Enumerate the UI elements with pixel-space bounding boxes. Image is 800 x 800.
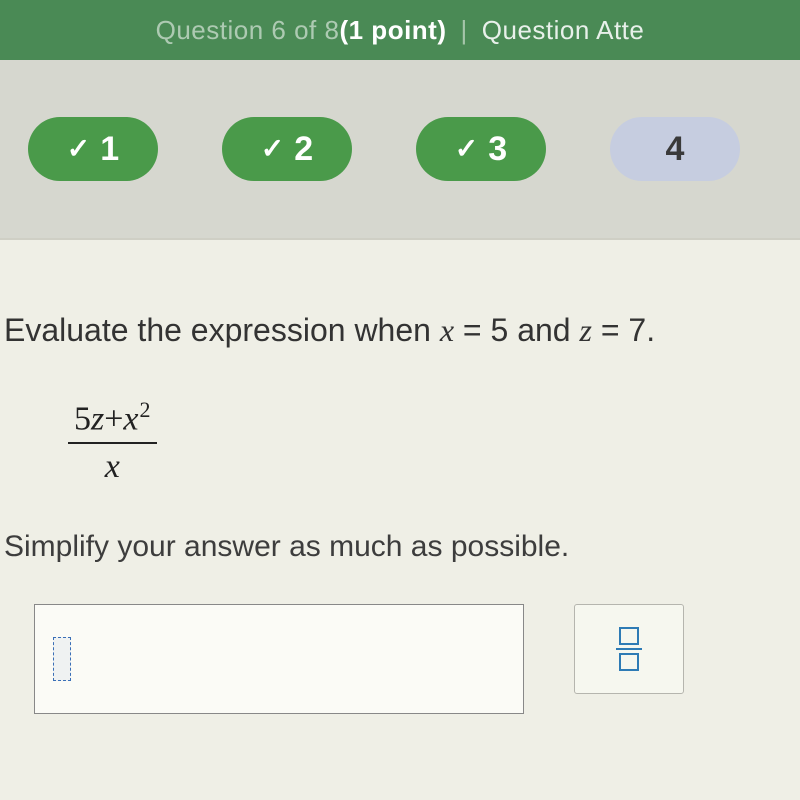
header-question-label: Question 6 of 8 — [156, 15, 340, 46]
fraction: 5z+x2 x — [68, 397, 157, 486]
num-5: 5 — [74, 400, 91, 437]
variable-z: z — [579, 312, 591, 348]
pill-label: 1 — [100, 130, 119, 169]
question-nav-row: ✓ 1 ✓ 2 ✓ 3 4 — [0, 60, 800, 240]
header-point-value: (1 point) — [339, 15, 446, 46]
pill-label: 2 — [294, 130, 313, 169]
header-attempt-label: Question Atte — [482, 15, 645, 46]
prompt-eq2: = 7. — [592, 312, 655, 348]
answer-input[interactable] — [34, 604, 524, 714]
input-cursor-icon — [53, 637, 71, 681]
num-z: z — [91, 400, 104, 437]
prompt-text: Evaluate the expression when — [4, 312, 440, 348]
fraction-numerator: 5z+x2 — [68, 397, 157, 444]
header-bar: Question 6 of 8 (1 point) | Question Att… — [0, 0, 800, 60]
variable-x: x — [440, 312, 454, 348]
fraction-icon — [616, 627, 642, 671]
check-icon: ✓ — [67, 135, 90, 163]
check-icon: ✓ — [261, 135, 284, 163]
num-plus: + — [104, 400, 123, 437]
fraction-denominator: x — [68, 444, 157, 486]
num-x: x — [123, 400, 138, 437]
prompt-eq1: = 5 and — [454, 312, 579, 348]
answer-row — [4, 604, 784, 714]
num-exponent: 2 — [140, 397, 151, 422]
fraction-tool-button[interactable] — [574, 604, 684, 694]
simplify-instruction: Simplify your answer as much as possible… — [4, 530, 784, 564]
question-prompt: Evaluate the expression when x = 5 and z… — [4, 312, 784, 349]
pill-label: 3 — [488, 130, 507, 169]
question-pill-1[interactable]: ✓ 1 — [28, 117, 158, 181]
check-icon: ✓ — [455, 135, 478, 163]
question-pill-3[interactable]: ✓ 3 — [416, 117, 546, 181]
header-divider: | — [461, 15, 468, 46]
question-pill-4[interactable]: 4 — [610, 117, 740, 181]
math-expression: 5z+x2 x — [68, 397, 157, 486]
pill-label: 4 — [666, 130, 685, 169]
question-content: Evaluate the expression when x = 5 and z… — [0, 240, 800, 800]
question-pill-2[interactable]: ✓ 2 — [222, 117, 352, 181]
